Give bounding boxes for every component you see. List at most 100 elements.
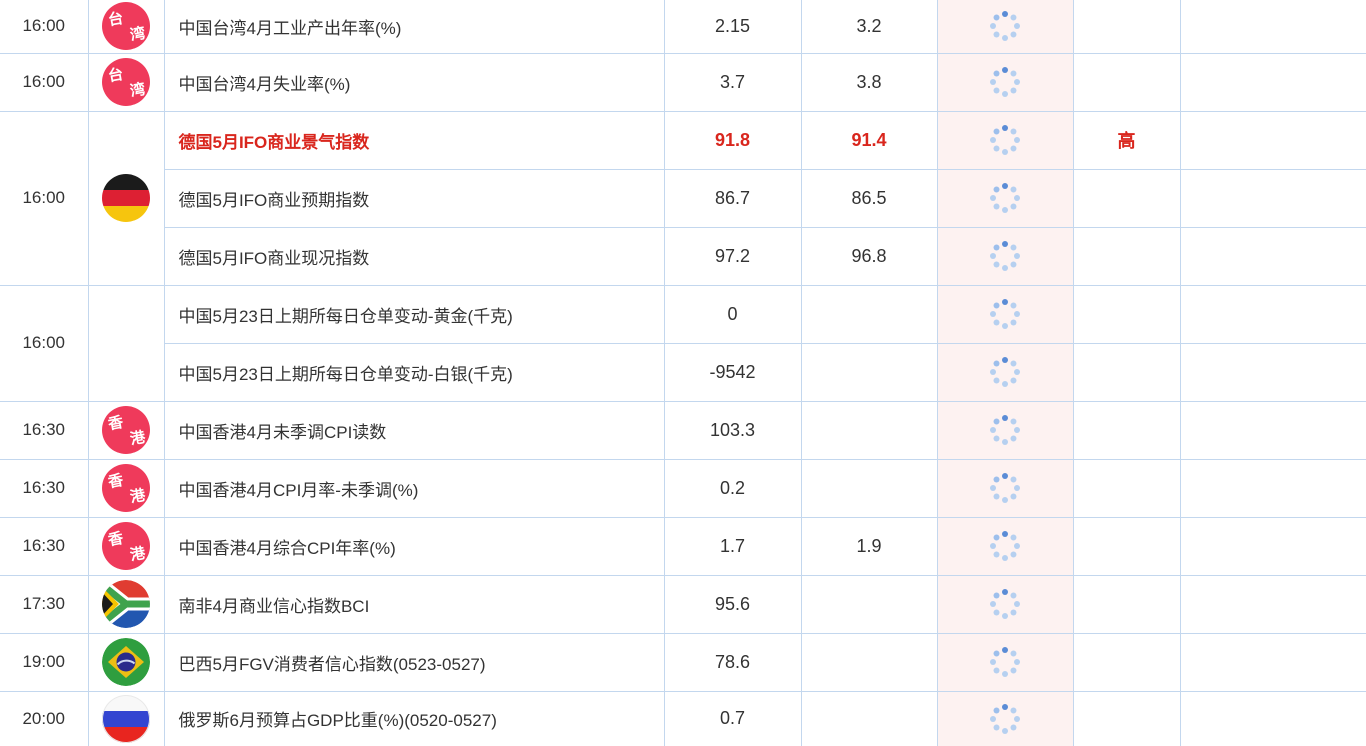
forecast-value: 96.8 (800, 226, 938, 286)
loading-cell (936, 284, 1074, 344)
event-name: 德国5月IFO商业景气指数 (163, 110, 665, 170)
importance-cell (1072, 516, 1181, 576)
taiwan-badge-icon: 台 湾 (102, 58, 150, 106)
empty-cell (1179, 0, 1366, 54)
table-row[interactable]: 19:00 巴西5月FGV消费者信心指数(0523-0527) 78. (0, 632, 1366, 692)
germany-flag-icon (102, 174, 150, 222)
loading-spinner-icon (989, 298, 1021, 330)
actual-value: 3.7 (663, 52, 802, 112)
badge-char: 湾 (128, 25, 147, 45)
actual-value: 95.6 (663, 574, 802, 634)
actual-value: -9542 (663, 342, 802, 402)
forecast-value (800, 458, 938, 518)
loading-spinner-icon (989, 240, 1021, 272)
loading-cell (936, 458, 1074, 518)
importance-cell (1072, 574, 1181, 634)
empty-cell (1179, 400, 1366, 460)
actual-value: 103.3 (663, 400, 802, 460)
table-row[interactable]: 16:00 中国5月23日上期所每日仓单变动-黄金(千克) 0 (0, 284, 1366, 402)
loading-cell (936, 110, 1074, 170)
taiwan-badge-icon: 台 湾 (102, 2, 150, 51)
forecast-value (800, 284, 938, 344)
flag-cell: 台 湾 (87, 52, 165, 112)
importance-cell (1072, 52, 1181, 112)
loading-spinner-icon (989, 356, 1021, 388)
actual-value: 0.7 (663, 690, 802, 746)
event-name: 中国5月23日上期所每日仓单变动-白银(千克) (163, 342, 665, 402)
forecast-value (800, 574, 938, 634)
brazil-flag-icon (102, 638, 150, 686)
event-name: 巴西5月FGV消费者信心指数(0523-0527) (163, 632, 665, 692)
loading-spinner-icon (989, 414, 1021, 446)
table-row[interactable]: 德国5月IFO商业预期指数 86.7 86.5 (0, 168, 1366, 228)
importance-cell (1072, 632, 1181, 692)
actual-value: 2.15 (663, 0, 802, 54)
event-name: 俄罗斯6月预算占GDP比重(%)(0520-0527) (163, 690, 665, 746)
table-row[interactable]: 中国5月23日上期所每日仓单变动-白银(千克) -9542 (0, 342, 1366, 402)
empty-cell (1179, 110, 1366, 170)
badge-char: 港 (128, 486, 147, 507)
badge-char: 台 (106, 10, 125, 30)
loading-cell (936, 690, 1074, 746)
forecast-value: 3.2 (800, 0, 938, 54)
loading-spinner-icon (989, 10, 1021, 42)
table-row[interactable]: 16:00 德国5月IFO商业景气指数 91.8 91.4 高 (0, 110, 1366, 286)
table-row[interactable]: 17:30 南非4月商 (0, 574, 1366, 634)
actual-value: 86.7 (663, 168, 802, 228)
loading-spinner-icon (989, 530, 1021, 562)
importance-cell (1072, 690, 1181, 746)
table-row[interactable]: 16:30 香 港 中国香港4月未季调CPI读数 103.3 (0, 400, 1366, 460)
importance-badge: 高 (1072, 110, 1181, 170)
actual-value: 78.6 (663, 632, 802, 692)
loading-cell (936, 516, 1074, 576)
event-name: 德国5月IFO商业预期指数 (163, 168, 665, 228)
flag-cell (87, 574, 165, 634)
empty-cell (1179, 342, 1366, 402)
flag-cell: 香 港 (87, 516, 165, 576)
event-name: 中国香港4月未季调CPI读数 (163, 400, 665, 460)
forecast-value: 91.4 (800, 110, 938, 170)
loading-cell (936, 574, 1074, 634)
event-time: 16:00 (0, 0, 89, 54)
loading-spinner-icon (989, 472, 1021, 504)
table-row[interactable]: 16:30 香 港 中国香港4月CPI月率-未季调(%) 0.2 (0, 458, 1366, 518)
hongkong-badge-icon: 香 港 (102, 406, 150, 454)
importance-cell (1072, 342, 1181, 402)
loading-spinner-icon (989, 182, 1021, 214)
table-row[interactable]: 20:00 俄罗斯6月预算占GDP比重(%)(0520-0527) 0.7 (0, 690, 1366, 746)
table-row[interactable]: 16:00 台 湾 中国台湾4月失业率(%) 3.7 3.8 (0, 52, 1366, 112)
actual-value: 1.7 (663, 516, 802, 576)
badge-char: 香 (106, 413, 125, 434)
empty-cell (1179, 632, 1366, 692)
forecast-value (800, 632, 938, 692)
event-time: 16:30 (0, 400, 89, 460)
actual-value: 91.8 (663, 110, 802, 170)
event-time: 16:00 (0, 52, 89, 112)
badge-char: 港 (128, 544, 147, 565)
empty-cell (1179, 284, 1366, 344)
importance-cell (1072, 168, 1181, 228)
badge-char: 港 (128, 428, 147, 449)
empty-cell (1179, 52, 1366, 112)
event-time: 20:00 (0, 690, 89, 746)
hongkong-badge-icon: 香 港 (102, 464, 150, 512)
loading-cell (936, 0, 1074, 54)
loading-cell (936, 226, 1074, 286)
importance-cell (1072, 400, 1181, 460)
actual-value: 97.2 (663, 226, 802, 286)
table-row[interactable]: 16:30 香 港 中国香港4月综合CPI年率(%) 1.7 1.9 (0, 516, 1366, 576)
table-row[interactable]: 德国5月IFO商业现况指数 97.2 96.8 (0, 226, 1366, 286)
event-name: 中国香港4月综合CPI年率(%) (163, 516, 665, 576)
flag-cell (87, 632, 165, 692)
loading-cell (936, 632, 1074, 692)
event-name: 中国5月23日上期所每日仓单变动-黄金(千克) (163, 284, 665, 344)
flag-cell-empty (87, 284, 165, 402)
empty-cell (1179, 574, 1366, 634)
event-name: 中国台湾4月失业率(%) (163, 52, 665, 112)
loading-spinner-icon (989, 703, 1021, 735)
importance-cell (1072, 0, 1181, 54)
table-row[interactable]: 16:00 台 湾 中国台湾4月工业产出年率(%) 2.15 3.2 (0, 0, 1366, 54)
russia-flag-icon (102, 694, 150, 743)
actual-value: 0 (663, 284, 802, 344)
importance-cell (1072, 226, 1181, 286)
